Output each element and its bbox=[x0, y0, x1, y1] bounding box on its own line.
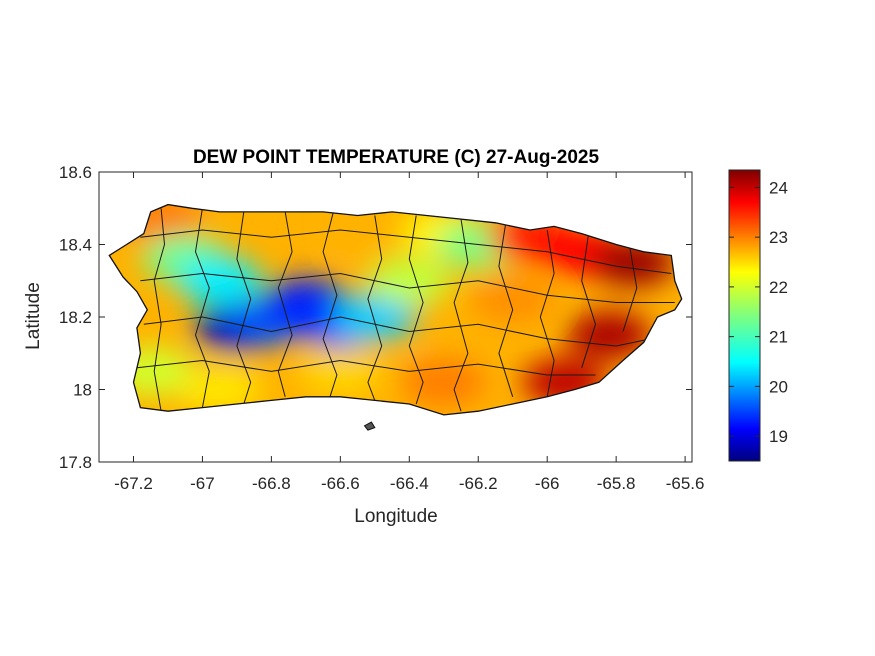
y-tick-label: 18.2 bbox=[59, 308, 92, 327]
x-tick-label: -67 bbox=[190, 474, 215, 493]
colorbar bbox=[728, 169, 761, 462]
municipality-boundaries bbox=[136, 208, 675, 412]
chart-title: DEW POINT TEMPERATURE (C) 27-Aug-2025 bbox=[193, 147, 600, 168]
municipality-boundary bbox=[367, 215, 383, 401]
municipality-boundary bbox=[140, 229, 672, 274]
municipality-boundary bbox=[539, 229, 555, 397]
field-sample bbox=[367, 256, 452, 305]
colorbar-tick-label: 21 bbox=[769, 328, 788, 347]
x-tick-label: -67.2 bbox=[114, 474, 153, 493]
municipality-boundary bbox=[143, 316, 651, 347]
municipality-boundary bbox=[194, 208, 210, 408]
y-tick-label: 18.6 bbox=[59, 163, 92, 182]
municipality-boundary bbox=[581, 233, 597, 368]
field-sample bbox=[470, 274, 555, 323]
x-tick-label: -66.2 bbox=[459, 474, 498, 493]
municipality-boundary bbox=[140, 272, 675, 303]
y-tick-label: 18.4 bbox=[59, 236, 92, 255]
municipality-boundary bbox=[136, 359, 596, 376]
field-sample bbox=[177, 256, 262, 305]
x-axis-ticks: -67.2 -67 -66.8 -66.6 -66.4 -66.2 -66 -65.8 -65.… bbox=[114, 172, 704, 493]
dew-point-field bbox=[109, 204, 682, 415]
y-axis-label: Latitude bbox=[23, 282, 44, 350]
y-axis-ticks: 17.8 18 18.2 18.4 18.6 bbox=[59, 163, 692, 472]
municipality-boundary bbox=[408, 215, 424, 405]
field-sample bbox=[177, 365, 262, 414]
field-sample bbox=[298, 347, 383, 396]
x-tick-label: -66.8 bbox=[252, 474, 291, 493]
field-sample bbox=[401, 358, 486, 407]
x-tick-label: -66 bbox=[535, 474, 560, 493]
colorbar-ticks: 19 20 21 22 23 24 bbox=[729, 178, 788, 446]
colorbar-tick-label: 24 bbox=[769, 178, 788, 197]
municipality-boundary bbox=[322, 211, 338, 397]
x-tick-label: -65.8 bbox=[597, 474, 636, 493]
colorbar-tick-label: 23 bbox=[769, 228, 788, 247]
island-outline bbox=[108, 203, 683, 416]
x-axis-label: Longitude bbox=[354, 506, 437, 527]
municipality-boundary bbox=[277, 211, 293, 397]
small-islet bbox=[363, 421, 376, 431]
municipality-boundary bbox=[453, 219, 469, 412]
municipality-boundary bbox=[236, 211, 252, 405]
y-tick-label: 17.8 bbox=[59, 453, 92, 472]
colorbar-tick-label: 22 bbox=[769, 278, 788, 297]
x-tick-label: -66.4 bbox=[390, 474, 429, 493]
colorbar-tick-label: 19 bbox=[769, 427, 788, 446]
y-tick-label: 18 bbox=[73, 381, 92, 400]
x-tick-label: -66.6 bbox=[321, 474, 360, 493]
x-tick-label: -65.6 bbox=[666, 474, 705, 493]
colorbar-tick-label: 20 bbox=[769, 377, 788, 396]
municipality-boundary bbox=[622, 248, 638, 332]
municipality-boundary bbox=[153, 208, 166, 412]
